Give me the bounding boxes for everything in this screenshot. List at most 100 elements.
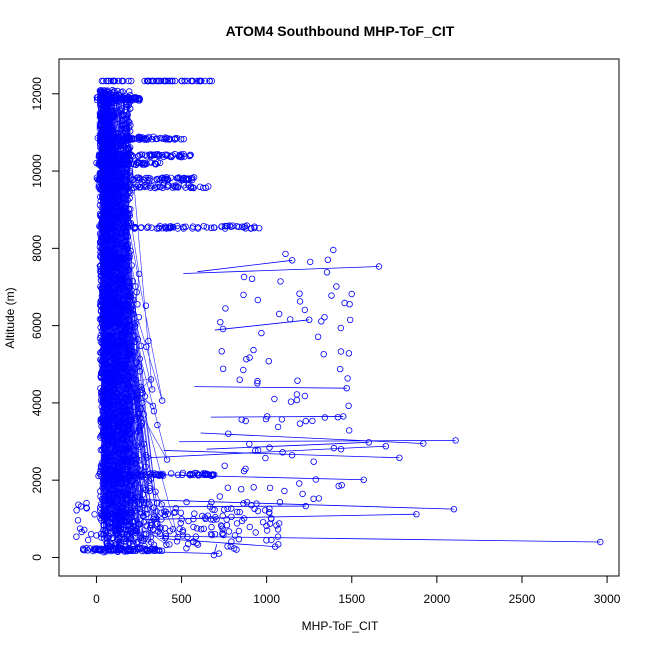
outlier-connector (131, 498, 454, 510)
data-point (281, 487, 288, 495)
data-point (150, 151, 158, 159)
data-point (148, 386, 156, 393)
outlier-connector (210, 416, 344, 418)
data-point (177, 509, 184, 516)
data-point (127, 77, 135, 85)
data-point (97, 212, 104, 220)
data-point (163, 152, 170, 159)
data-point (301, 306, 308, 314)
y-tick-label: 10000 (30, 154, 44, 188)
data-point (98, 292, 106, 300)
data-point (111, 438, 118, 445)
data-point (263, 527, 271, 534)
data-point (231, 532, 239, 539)
data-point (259, 519, 267, 526)
outlier-point (452, 437, 459, 444)
data-point (216, 493, 223, 500)
data-point (102, 437, 109, 444)
data-point (109, 174, 117, 181)
data-point (187, 184, 195, 191)
data-point (96, 210, 104, 217)
x-tick-label: 1000 (253, 592, 280, 606)
data-point (127, 500, 134, 507)
data-point (193, 539, 200, 547)
data-point (225, 528, 233, 535)
data-point (123, 435, 130, 442)
data-point (108, 295, 116, 303)
data-point (157, 524, 164, 531)
data-point (211, 224, 218, 231)
data-point (133, 527, 140, 535)
data-point (323, 269, 331, 276)
data-point (116, 135, 123, 143)
data-point (147, 376, 155, 383)
data-point (263, 522, 270, 530)
outlier-point (413, 511, 420, 518)
data-point (276, 310, 283, 318)
outlier-connector (194, 386, 347, 389)
data-point (191, 510, 198, 517)
data-point (104, 317, 111, 324)
data-point (109, 413, 116, 421)
data-point (114, 210, 122, 217)
data-point (348, 290, 355, 298)
data-point (224, 505, 231, 513)
data-point (117, 407, 125, 414)
data-point (115, 539, 123, 546)
data-point (278, 416, 286, 423)
data-point (103, 135, 111, 142)
data-point (116, 431, 124, 439)
data-point (102, 334, 110, 341)
data-point (105, 77, 112, 85)
data-point (264, 413, 271, 420)
data-point (169, 152, 176, 159)
data-point (112, 522, 119, 529)
data-point (212, 513, 219, 521)
data-point (108, 541, 115, 548)
data-point (125, 419, 132, 426)
data-point (182, 223, 189, 230)
data-point (185, 176, 192, 184)
data-point (105, 94, 112, 101)
data-point (246, 440, 253, 448)
data-point (99, 95, 106, 103)
outlier-point (302, 502, 309, 510)
data-point (140, 411, 147, 418)
data-point (105, 421, 112, 428)
data-point (73, 507, 80, 514)
data-point (97, 488, 104, 495)
data-point (178, 471, 186, 478)
data-point (108, 275, 116, 283)
data-point (301, 392, 309, 400)
data-point (144, 536, 152, 543)
data-point (97, 373, 104, 380)
data-point (246, 354, 253, 361)
data-point (97, 462, 105, 470)
data-point (265, 509, 273, 516)
data-point (243, 499, 251, 506)
data-point (117, 522, 124, 529)
data-point (220, 531, 227, 539)
data-point (287, 316, 294, 323)
data-point (158, 501, 165, 508)
data-point (115, 547, 123, 554)
data-point (110, 134, 117, 141)
data-point (120, 402, 128, 410)
data-point (100, 174, 107, 182)
data-point (102, 405, 109, 412)
data-point (190, 538, 197, 546)
data-point (266, 484, 274, 492)
data-point (218, 348, 225, 355)
data-point (132, 283, 139, 290)
data-point (169, 223, 177, 231)
data-point (105, 404, 113, 411)
data-point (109, 496, 116, 503)
data-point (254, 380, 261, 387)
data-point (111, 318, 119, 326)
data-point (119, 455, 127, 463)
data-point (310, 458, 317, 465)
data-point (110, 480, 118, 487)
data-point (117, 542, 124, 549)
data-point (222, 305, 229, 312)
data-point (99, 171, 107, 178)
